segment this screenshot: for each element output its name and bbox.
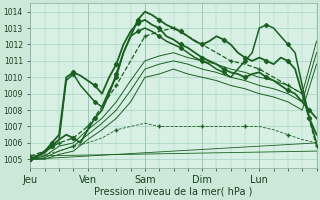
X-axis label: Pression niveau de la mer( hPa ): Pression niveau de la mer( hPa ): [94, 187, 253, 197]
